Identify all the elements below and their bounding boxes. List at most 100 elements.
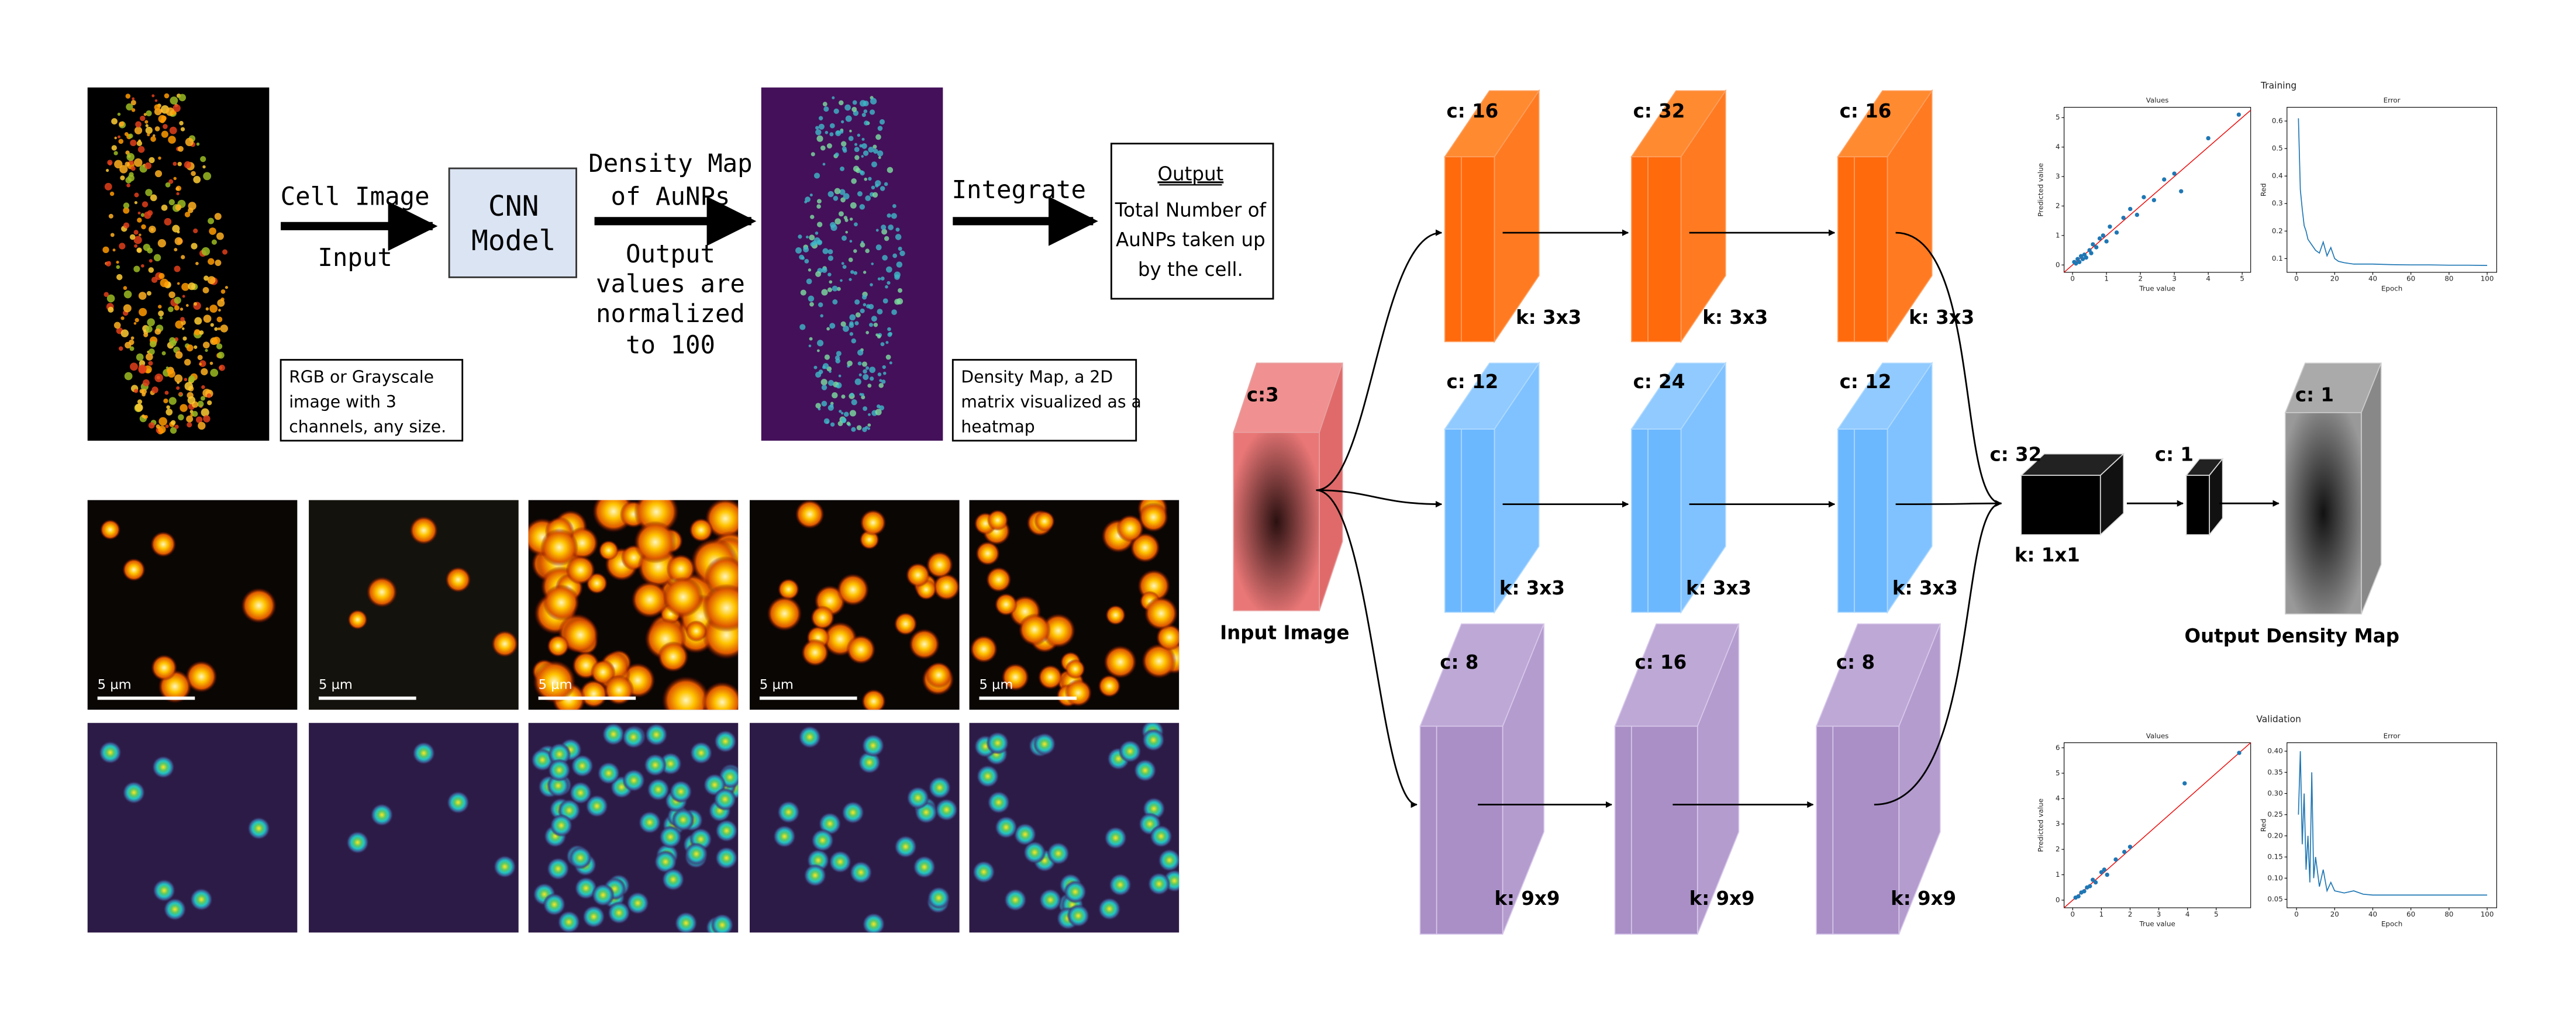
density-dot xyxy=(841,417,847,423)
cell-dot xyxy=(104,292,109,297)
cell-dot xyxy=(174,305,180,311)
density-dot xyxy=(879,119,885,125)
density-dot xyxy=(827,249,833,254)
density-dot xyxy=(853,271,858,275)
x-tick-label: 1 xyxy=(2099,910,2104,918)
density-blob xyxy=(646,778,670,801)
density-blob xyxy=(798,725,822,749)
density-dot xyxy=(808,344,812,348)
kernel-label: k: 3x3 xyxy=(1702,306,1768,329)
density-blob xyxy=(972,860,996,884)
density-dot xyxy=(873,148,878,154)
blob xyxy=(604,675,634,706)
kernel-label: k: 3x3 xyxy=(1909,306,1974,329)
slab-front xyxy=(1816,725,1900,935)
density-blob xyxy=(607,901,631,925)
cell-dot xyxy=(108,213,113,219)
density-blob xyxy=(715,819,739,843)
cell-dot xyxy=(178,94,187,102)
cell-dot xyxy=(210,368,219,377)
scale-label: 5 µm xyxy=(319,677,353,692)
density-dot xyxy=(863,406,868,411)
point xyxy=(2162,177,2167,182)
y-tick-label: 0.3 xyxy=(2272,199,2283,208)
model-label: Model xyxy=(471,224,556,257)
cell-dot xyxy=(140,264,144,268)
blob xyxy=(565,555,596,585)
cell-dot xyxy=(209,227,216,235)
density-blob xyxy=(1133,759,1157,782)
density-dot xyxy=(882,298,888,304)
cell-dot xyxy=(117,112,121,116)
blob xyxy=(491,630,519,658)
blob xyxy=(540,528,579,567)
density-dot xyxy=(815,371,822,378)
density-dot xyxy=(896,298,904,305)
blob xyxy=(1034,510,1055,532)
cell-dot xyxy=(111,145,117,151)
density-dot xyxy=(850,392,854,397)
density-dot xyxy=(851,399,857,406)
blob xyxy=(860,509,887,536)
density-blob xyxy=(1108,873,1132,897)
x-tick-label: 5 xyxy=(2240,275,2244,283)
density-dot xyxy=(875,244,882,251)
cell-dot xyxy=(160,119,165,123)
cell-dot xyxy=(146,326,153,333)
density-blob xyxy=(582,905,606,928)
blob xyxy=(1018,613,1051,646)
cell-dot xyxy=(108,162,112,166)
density-dot xyxy=(872,192,878,198)
density-dot xyxy=(811,152,815,157)
cell-dot xyxy=(126,153,135,161)
blob xyxy=(801,638,829,667)
slab-front xyxy=(1630,156,1682,343)
density-dot xyxy=(832,392,838,399)
channel-label: c: 1 xyxy=(2155,443,2194,465)
cell-dot xyxy=(149,226,156,233)
density-blob xyxy=(568,846,592,870)
cell-dot xyxy=(142,379,150,386)
input-sub: Input xyxy=(318,243,392,272)
cell-dot xyxy=(201,247,211,256)
x-tick-label: 100 xyxy=(2481,275,2494,283)
cell-dot xyxy=(214,327,218,331)
cell-dot xyxy=(120,316,125,320)
loss-line xyxy=(2298,118,2488,266)
cell-dot xyxy=(209,361,213,365)
density-dot xyxy=(898,246,902,251)
density-blob xyxy=(1039,888,1062,912)
cell-dot xyxy=(131,108,136,112)
y-tick-label: 0.5 xyxy=(2272,144,2283,153)
point xyxy=(2128,206,2133,212)
output-text: Total Number of xyxy=(1115,199,1267,221)
branch-in xyxy=(1316,229,1443,492)
density-dot xyxy=(850,202,857,209)
point xyxy=(2099,870,2104,874)
cell-dot xyxy=(174,237,183,246)
density-dot xyxy=(861,137,865,141)
cell-dot xyxy=(102,246,109,253)
x-tick-label: 1 xyxy=(2104,275,2109,283)
density-dot xyxy=(821,289,828,296)
density-dot xyxy=(887,327,891,331)
cell-dot xyxy=(197,355,203,361)
cell-dot xyxy=(180,127,185,132)
cell-dot xyxy=(148,267,154,273)
cell-dot xyxy=(141,389,147,395)
density-dot xyxy=(818,123,825,130)
point xyxy=(2121,215,2126,220)
density-dot xyxy=(868,303,874,310)
y-tick-label: 6 xyxy=(2056,744,2060,752)
density-dot xyxy=(840,120,844,124)
cell-dot xyxy=(164,93,170,99)
cell-dot xyxy=(114,160,123,169)
kernel-label: k: 3x3 xyxy=(1516,306,1581,329)
kernel-label: k: 9x9 xyxy=(1494,887,1560,910)
density-dot xyxy=(891,213,897,219)
branch-in xyxy=(1316,489,1443,508)
blob xyxy=(1116,514,1144,542)
density-blob xyxy=(543,893,566,917)
cell-dot xyxy=(119,243,126,250)
cell-dot xyxy=(134,200,138,205)
